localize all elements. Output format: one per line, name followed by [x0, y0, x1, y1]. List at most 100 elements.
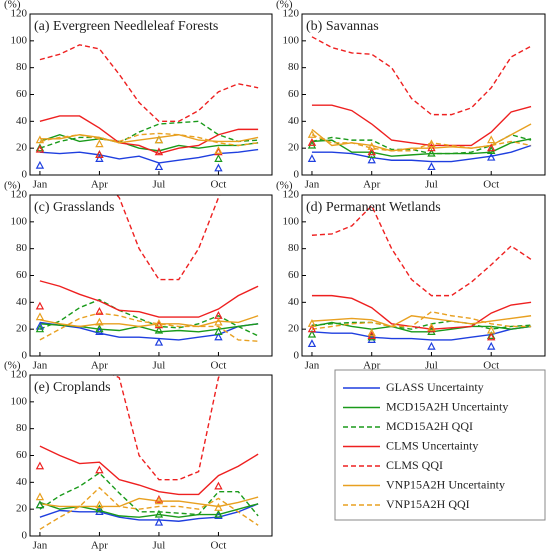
y-tick-label: 80 — [288, 242, 300, 254]
axes-frame — [29, 374, 273, 537]
x-tick-label: Apr — [91, 179, 108, 191]
series-line — [39, 496, 259, 508]
series-line — [39, 312, 259, 342]
triangle-marker — [367, 147, 376, 156]
triangle-marker — [154, 517, 164, 526]
series-line — [311, 204, 532, 297]
plot-area — [35, 44, 259, 172]
series-line — [311, 321, 532, 333]
panel: (%) 0 20 40 60 80 100 120 Jan Apr Jul Oct (e) Cropla… — [4, 360, 273, 552]
y-tick-label: 0 — [22, 350, 28, 362]
legend-label: CLMS Uncertainty — [386, 438, 478, 452]
triangle-marker — [35, 492, 45, 501]
series-line — [39, 445, 259, 496]
triangle-marker — [154, 162, 164, 171]
triangle-marker — [95, 324, 104, 333]
y-tick-label: 0 — [22, 169, 28, 181]
triangle-marker — [214, 332, 223, 341]
y-tick-label: 0 — [22, 530, 28, 542]
y-tick-label: 60 — [288, 269, 300, 281]
x-tick-label: Apr — [363, 360, 380, 372]
triangle-marker — [487, 325, 496, 334]
triangle-marker — [307, 324, 317, 333]
x-tick-label: Apr — [363, 179, 380, 191]
panel: (%) 0 20 40 60 80 100 120 Jan Apr Jul Oct (d) Perman… — [276, 180, 546, 372]
plot-area — [307, 204, 532, 350]
y-tick-label: 120 — [11, 189, 28, 201]
series-line — [39, 115, 259, 155]
series-line — [311, 134, 532, 152]
series-line — [311, 294, 532, 330]
triangle-marker — [214, 163, 223, 172]
triangle-marker — [427, 162, 436, 171]
legend-label: VNP15A2H Uncertainty — [386, 477, 505, 491]
triangle-marker — [367, 332, 376, 341]
triangle-marker — [214, 503, 223, 511]
triangle-marker — [487, 135, 496, 144]
triangle-marker — [487, 331, 496, 339]
triangle-marker — [154, 495, 164, 503]
triangle-marker — [35, 135, 45, 144]
x-tick-label: Apr — [91, 360, 108, 372]
series-line — [311, 144, 532, 163]
y-tick-label: 40 — [288, 115, 300, 127]
triangle-marker — [154, 337, 164, 346]
series-line — [39, 44, 259, 123]
x-tick-label: Jan — [33, 540, 48, 552]
y-tick-label: 20 — [288, 323, 300, 335]
y-axis-label: (%) — [4, 360, 21, 372]
triangle-marker — [214, 327, 223, 335]
triangle-marker — [307, 329, 317, 338]
triangle-marker — [367, 328, 376, 337]
triangle-marker — [214, 509, 223, 518]
y-tick-label: 40 — [16, 296, 28, 308]
series-line — [311, 36, 532, 116]
triangle-marker — [35, 324, 45, 333]
y-axis-label: (%) — [4, 180, 21, 192]
triangle-marker — [214, 317, 223, 326]
x-tick-label: Oct — [210, 540, 226, 552]
series-line — [116, 195, 221, 281]
legend: GLASS Uncertainty MCD15A2H Uncertainty MCD… — [334, 369, 546, 521]
triangle-marker — [307, 129, 317, 138]
triangle-marker — [214, 147, 223, 156]
triangle-marker — [154, 496, 164, 505]
triangle-marker — [214, 154, 223, 162]
chart-title: (a) Evergreen Needleleaf Forests — [34, 19, 218, 34]
triangle-marker — [154, 320, 164, 329]
y-tick-label: 120 — [11, 369, 28, 381]
x-tick-label: Jul — [153, 540, 166, 552]
axes-frame — [301, 194, 546, 357]
triangle-marker — [214, 481, 223, 490]
y-tick-label: 120 — [283, 189, 300, 201]
y-tick-label: 20 — [16, 503, 28, 515]
y-tick-label: 100 — [283, 34, 300, 46]
series-line — [39, 148, 259, 164]
axes-frame — [29, 13, 273, 176]
triangle-marker — [95, 139, 104, 148]
triangle-marker — [35, 461, 45, 470]
x-tick-label: Oct — [210, 179, 226, 191]
triangle-marker — [35, 321, 45, 330]
x-tick-label: Jul — [153, 360, 166, 372]
triangle-marker — [154, 147, 164, 156]
triangle-marker — [35, 301, 45, 310]
legend-frame — [334, 369, 546, 521]
x-tick-label: Oct — [210, 360, 226, 372]
y-tick-label: 20 — [288, 142, 300, 154]
triangle-marker — [35, 312, 45, 321]
y-tick-label: 120 — [11, 8, 28, 20]
axes-frame — [301, 13, 546, 176]
triangle-marker — [35, 144, 45, 153]
triangle-marker — [95, 150, 104, 158]
legend-label: GLASS Uncertainty — [386, 380, 484, 394]
y-tick-label: 100 — [11, 215, 28, 227]
triangle-marker — [427, 323, 436, 331]
triangle-marker — [95, 465, 104, 474]
triangle-marker — [154, 319, 164, 327]
triangle-marker — [487, 341, 496, 350]
triangle-marker — [95, 306, 104, 315]
